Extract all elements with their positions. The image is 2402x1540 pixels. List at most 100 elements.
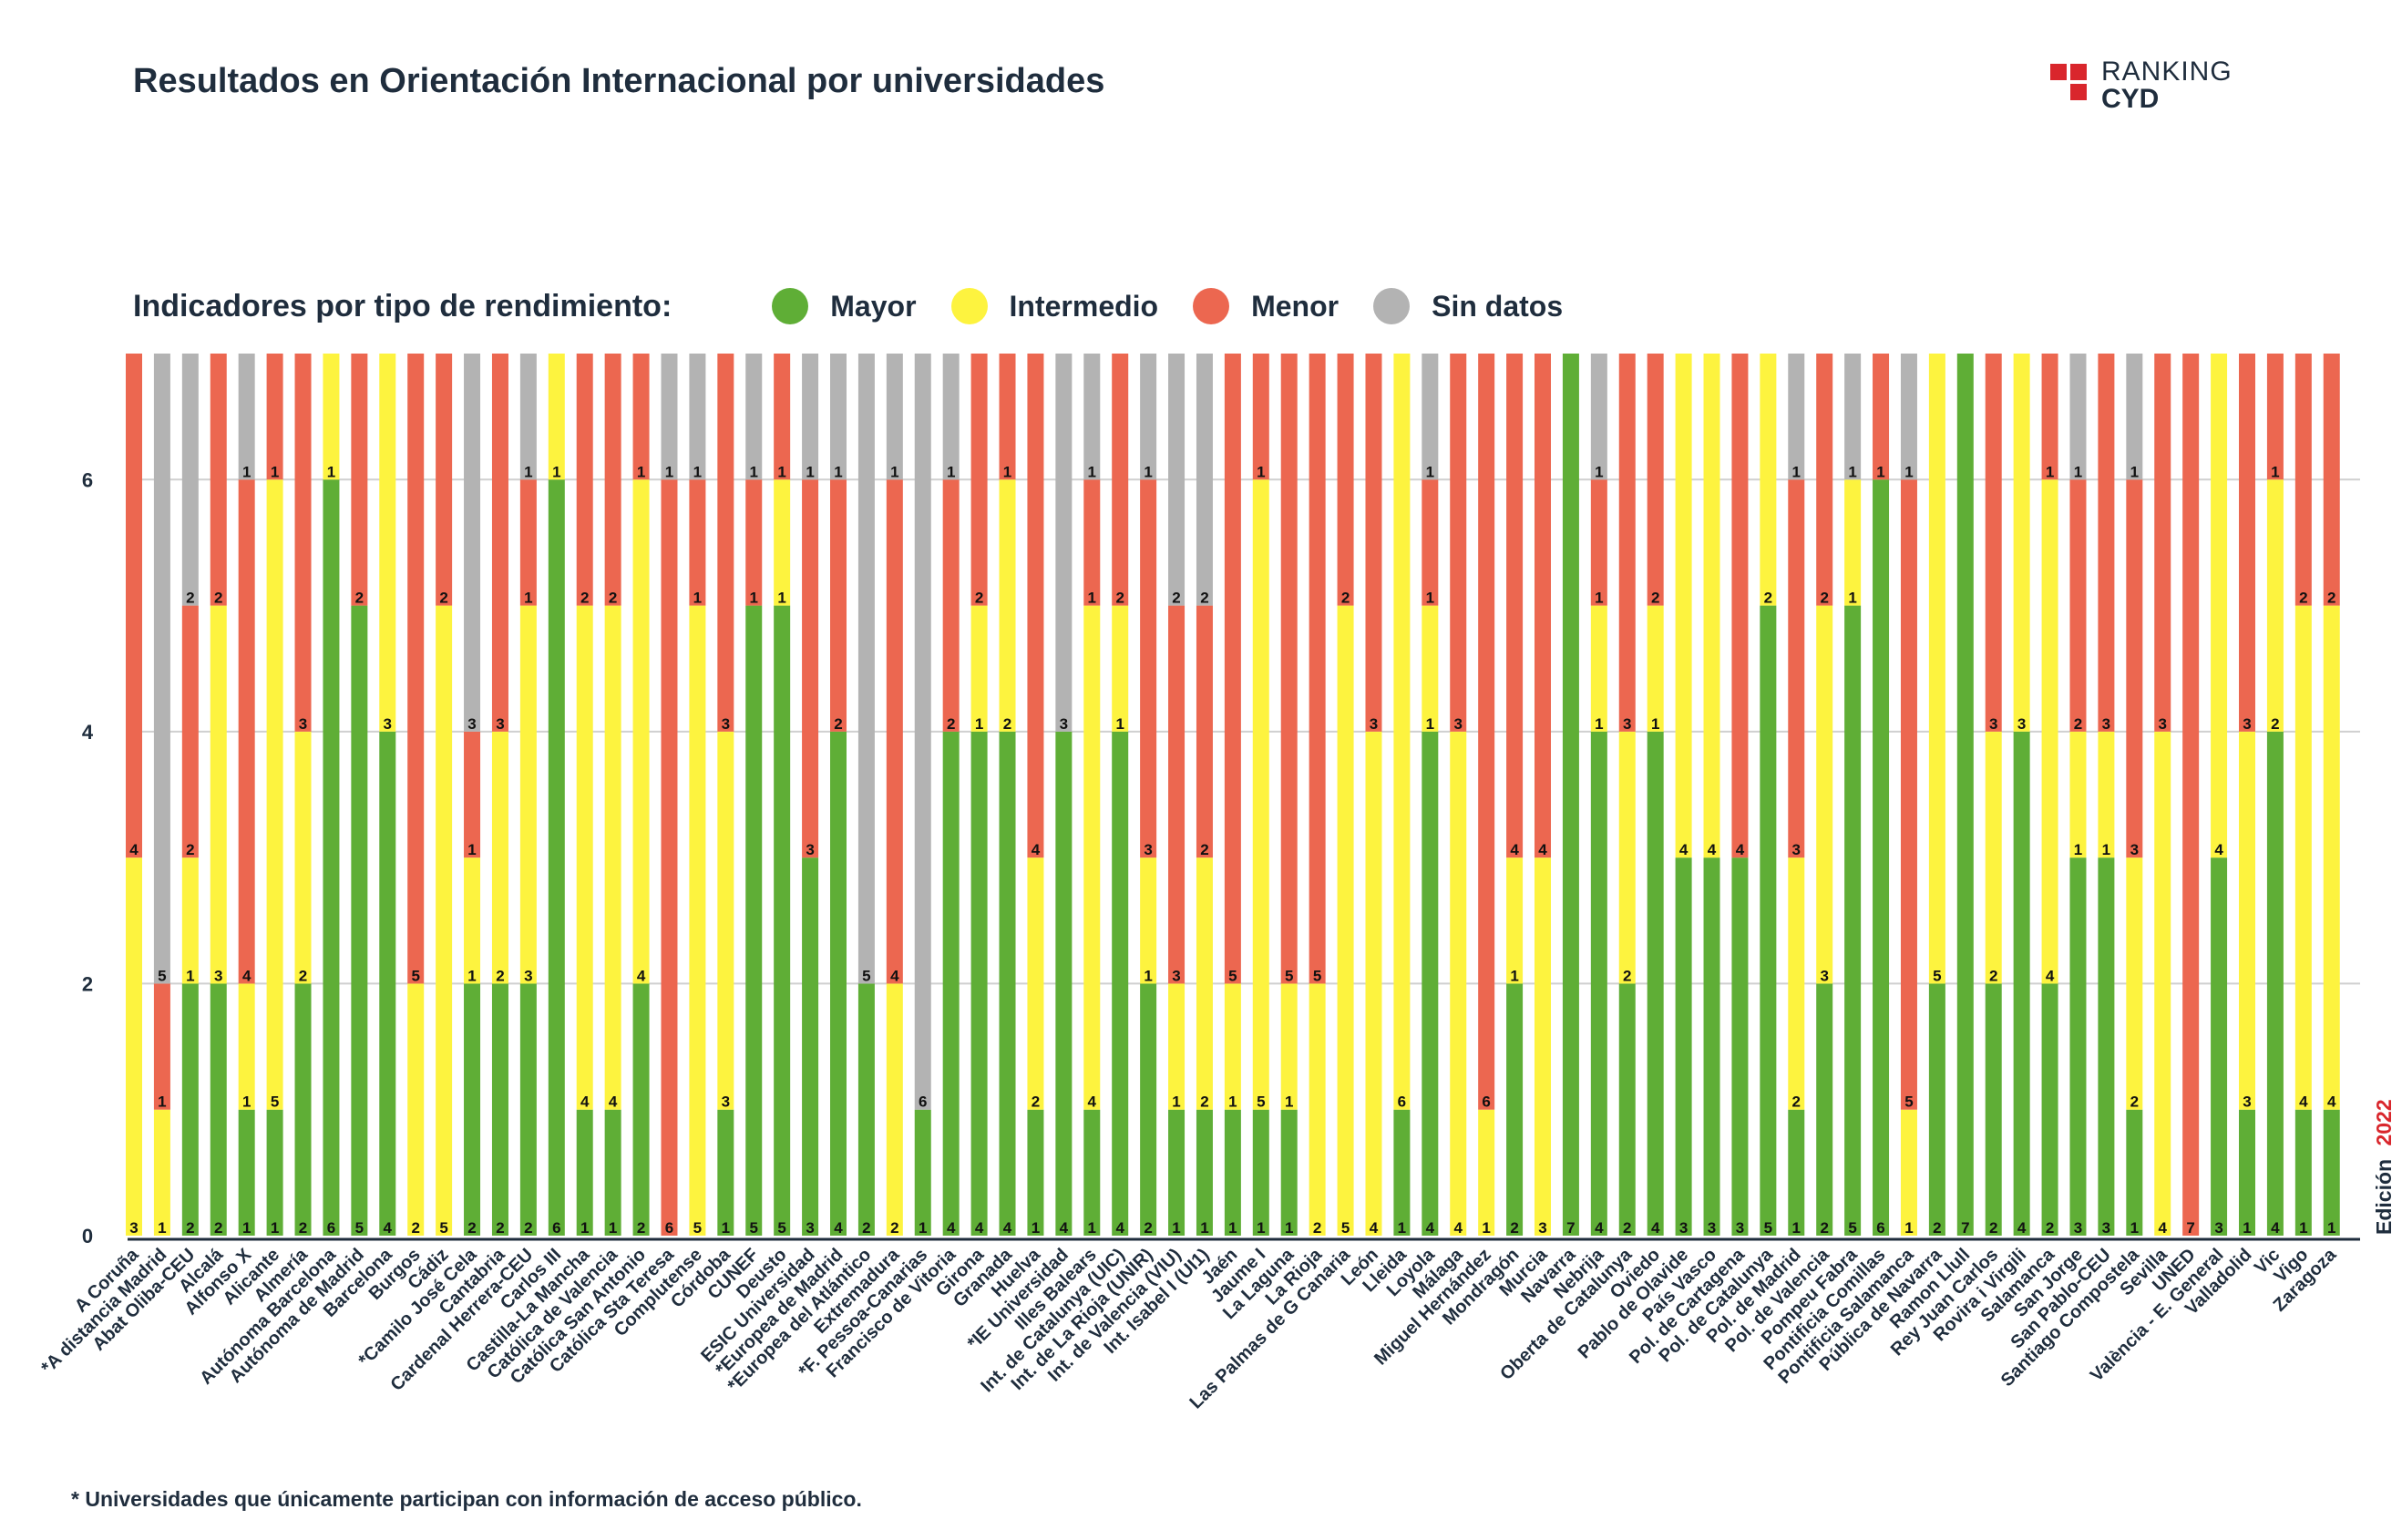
value-label: 4: [1679, 841, 1689, 858]
segment-intermedio: [210, 605, 227, 984]
logo-square-icon: [2070, 64, 2087, 80]
segment-menor: [491, 354, 508, 732]
legend: Indicadores por tipo de rendimiento: May…: [133, 286, 1597, 326]
value-label: 1: [242, 463, 251, 480]
segment-mayor: [745, 605, 763, 1236]
segment-intermedio: [604, 605, 621, 1110]
segment-sin-datos: [1844, 354, 1862, 480]
segment-mayor: [1252, 1109, 1269, 1236]
segment-mayor: [2323, 1109, 2340, 1236]
value-label: 5: [1257, 1093, 1265, 1111]
legend-item-intermedio: Intermedio: [950, 288, 1158, 324]
value-label: 2: [580, 590, 589, 607]
value-label: 1: [947, 463, 955, 480]
value-label: 1: [271, 463, 279, 480]
segment-mayor: [2013, 731, 2030, 1236]
segment-menor: [1140, 479, 1157, 858]
value-label: 2: [467, 1219, 476, 1237]
value-label: 3: [1454, 715, 1463, 733]
segment-menor: [1873, 354, 1890, 480]
value-label: 3: [1538, 1219, 1546, 1237]
value-label: 2: [1341, 590, 1350, 607]
value-label: 2: [1144, 1219, 1152, 1237]
value-label: 1: [1257, 1219, 1265, 1237]
segment-intermedio: [774, 479, 791, 606]
segment-intermedio: [2294, 605, 2312, 1110]
value-label: 2: [1172, 590, 1180, 607]
segment-menor: [2098, 354, 2115, 732]
value-label: 3: [299, 715, 307, 733]
segment-mayor: [323, 479, 340, 1236]
segment-sin-datos: [1590, 354, 1607, 480]
segment-sin-datos: [661, 354, 678, 480]
value-label: 2: [1313, 1219, 1321, 1237]
segment-menor: [181, 605, 199, 858]
segment-menor: [1618, 354, 1636, 732]
value-label: 2: [439, 590, 447, 607]
value-label: 5: [355, 1219, 364, 1237]
segment-intermedio: [2266, 479, 2284, 732]
value-label: 4: [609, 1093, 618, 1111]
segment-menor: [1168, 605, 1186, 984]
value-label: 1: [975, 715, 983, 733]
value-label: 2: [2271, 715, 2279, 733]
value-label: 2: [2046, 1219, 2054, 1237]
value-label: 5: [693, 1219, 702, 1237]
segment-sin-datos: [886, 354, 903, 480]
value-label: 2: [2074, 715, 2082, 733]
segment-intermedio: [1535, 857, 1551, 1236]
segment-menor: [970, 354, 988, 606]
segment-mayor: [1816, 983, 1833, 1236]
value-label: 5: [1933, 967, 1941, 984]
footnote: * Universidades que únicamente participa…: [71, 1487, 862, 1511]
segment-sin-datos: [1788, 354, 1805, 480]
value-label: 6: [1398, 1093, 1406, 1111]
value-label: 2: [975, 590, 983, 607]
edition-word: Edición: [2372, 1159, 2396, 1235]
value-label: 1: [1792, 1219, 1801, 1237]
legend-swatch-mayor: [772, 288, 809, 324]
value-label: 1: [2074, 841, 2082, 858]
segment-mayor: [1280, 1109, 1298, 1236]
segment-intermedio: [407, 983, 425, 1236]
segment-intermedio: [1647, 605, 1664, 732]
value-label: 1: [1904, 1219, 1913, 1237]
segment-intermedio: [576, 605, 593, 1110]
segment-mayor: [181, 983, 199, 1236]
segment-sin-datos: [1900, 354, 1917, 480]
value-label: 2: [1623, 967, 1631, 984]
value-label: 1: [722, 1219, 730, 1237]
segment-sin-datos: [464, 354, 481, 732]
segment-intermedio: [238, 983, 255, 1110]
segment-intermedio: [1083, 605, 1101, 1110]
segment-intermedio: [294, 731, 312, 984]
value-label: 2: [637, 1219, 645, 1237]
segment-mayor: [1873, 479, 1890, 1236]
segment-menor: [1224, 354, 1241, 984]
segment-intermedio: [970, 605, 988, 732]
value-label: 6: [665, 1219, 673, 1237]
segment-intermedio: [1196, 857, 1213, 1110]
segment-mayor: [942, 731, 960, 1236]
segment-mayor: [604, 1109, 621, 1236]
segment-mayor: [1055, 731, 1073, 1236]
segment-sin-datos: [802, 354, 819, 480]
value-label: 3: [1144, 841, 1152, 858]
value-label: 4: [1454, 1219, 1463, 1237]
value-label: 1: [2074, 463, 2082, 480]
value-label: 5: [271, 1093, 279, 1111]
segment-menor: [1196, 605, 1213, 858]
legend-swatch-intermedio: [950, 288, 988, 324]
value-label: 1: [2271, 463, 2279, 480]
value-label: 3: [2102, 715, 2110, 733]
value-label: 1: [1172, 1093, 1180, 1111]
segment-intermedio: [491, 731, 508, 984]
segment-menor: [1985, 354, 2002, 732]
value-label: 3: [524, 967, 532, 984]
segment-mayor: [970, 731, 988, 1236]
logo-text-cyd: CYD: [2101, 84, 2160, 114]
segment-mayor: [238, 1109, 255, 1236]
ranking-cyd-logo: RANKING CYD: [2050, 56, 2269, 114]
segment-mayor: [491, 983, 508, 1236]
segment-menor: [1337, 354, 1354, 606]
